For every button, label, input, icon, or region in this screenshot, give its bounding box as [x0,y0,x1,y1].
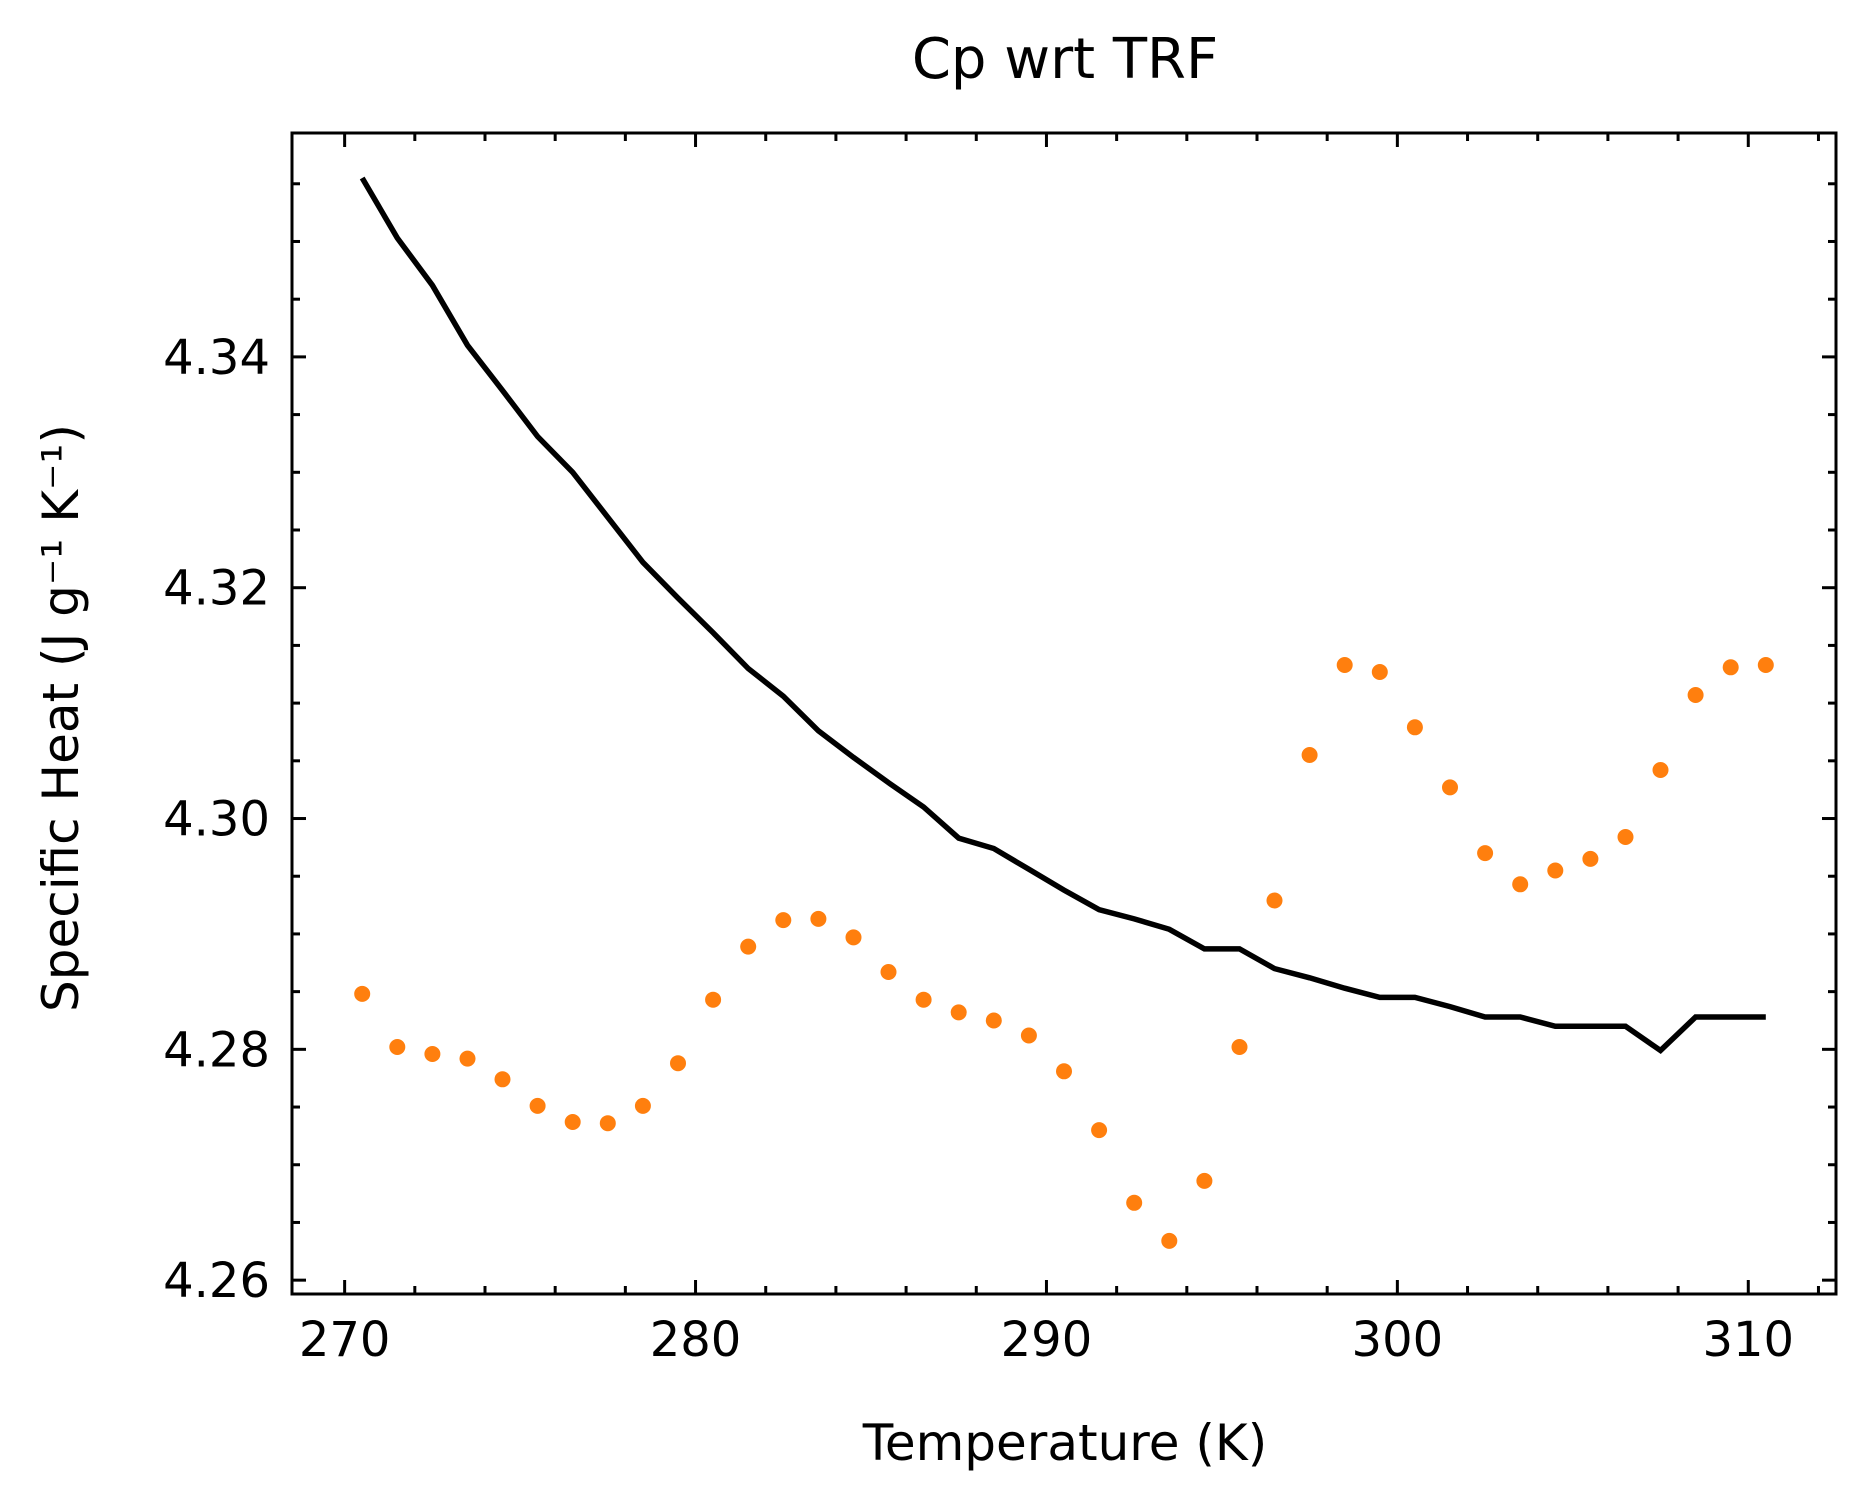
y-tick-label: 4.26 [163,1253,270,1309]
y-tick-label: 4.32 [163,561,270,617]
data-point-1-1 [389,1039,406,1055]
data-point-1-28 [1336,657,1353,673]
data-point-1-2 [424,1046,441,1062]
y-tick-label: 4.28 [163,1022,270,1078]
data-point-1-21 [1091,1122,1108,1139]
data-point-1-5 [529,1097,546,1114]
chart-title: Cp wrt TRF [912,27,1218,92]
data-point-1-37 [1652,762,1669,778]
data-point-1-35 [1582,850,1599,867]
data-point-1-33 [1512,876,1529,893]
data-point-1-32 [1477,845,1494,862]
data-point-1-23 [1161,1232,1178,1249]
data-point-1-38 [1687,687,1704,703]
data-point-1-4 [494,1071,511,1088]
data-point-1-34 [1547,862,1564,879]
data-point-1-29 [1371,664,1388,680]
data-point-1-6 [564,1114,581,1130]
data-point-1-7 [599,1115,616,1132]
plot-area: 270 280 290 300 310 4.26 4.28 4.30 4.32 4.34 [163,131,1838,1368]
data-point-1-11 [740,938,757,955]
data-point-1-3 [459,1050,476,1067]
data-point-1-27 [1301,747,1318,763]
x-tick-label: 270 [299,1312,391,1368]
data-point-1-40 [1757,657,1774,673]
data-point-1-22 [1126,1194,1143,1211]
data-point-1-18 [985,1012,1002,1029]
data-point-1-36 [1617,829,1634,845]
data-point-1-24 [1196,1172,1213,1189]
x-tick-label: 300 [1352,1312,1444,1368]
data-point-1-17 [950,1004,967,1021]
data-point-1-16 [915,991,932,1008]
x-tick-label: 290 [1001,1312,1093,1368]
data-point-1-10 [705,991,722,1008]
x-axis-label: Temperature (K) [862,1414,1267,1472]
y-axis-label: Specific Heat (J g⁻¹ K⁻¹) [32,424,90,1012]
data-point-1-9 [670,1055,686,1072]
data-point-1-12 [775,912,792,929]
series-line-0 [359,176,1766,1055]
data-point-1-19 [1020,1027,1037,1044]
data-point-1-14 [845,929,862,946]
data-point-1-26 [1266,892,1283,909]
x-tick-label: 280 [650,1312,742,1368]
data-point-1-15 [880,964,897,980]
data-point-1-25 [1231,1039,1248,1055]
data-point-1-0 [354,985,371,1002]
data-point-1-20 [1056,1063,1072,1080]
data-point-1-39 [1722,659,1739,676]
y-tick-label: 4.34 [163,330,270,386]
data-point-1-30 [1406,719,1423,736]
data-point-1-8 [634,1097,651,1114]
data-point-1-31 [1442,779,1458,796]
x-tick-label: 310 [1702,1312,1794,1368]
plot-frame [290,131,1838,1296]
y-tick-label: 4.30 [163,792,270,848]
data-point-1-13 [810,910,827,927]
